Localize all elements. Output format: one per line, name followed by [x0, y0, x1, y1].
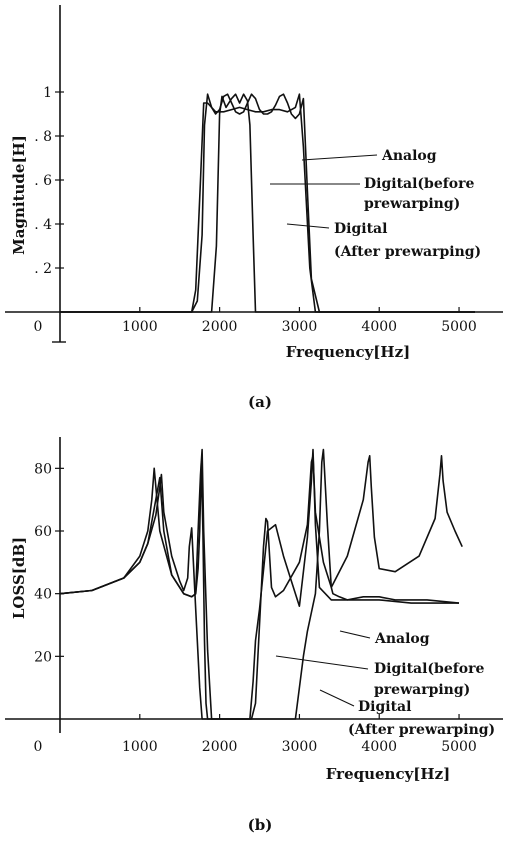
x-tick-label: 0 — [34, 739, 43, 755]
x-tick-label: 5000 — [441, 319, 477, 335]
y-tick-label: 1 — [43, 85, 52, 101]
panel-caption: (a) — [248, 393, 272, 411]
series-line-1 — [60, 93, 475, 313]
x-axis-label: Frequency[Hz] — [286, 343, 410, 361]
annotation-leader — [301, 154, 378, 161]
panel-caption: (b) — [248, 816, 273, 834]
x-tick-label: 0 — [34, 319, 43, 335]
annotation-label: Digital — [358, 699, 411, 715]
series-line-3 — [60, 93, 475, 313]
x-tick-label: 2000 — [202, 739, 238, 755]
y-tick-label: 40 — [34, 587, 52, 603]
annotation-label: (After prewarping) — [348, 722, 495, 738]
x-tick-label: 4000 — [361, 739, 397, 755]
y-tick-label: . 4 — [34, 217, 52, 233]
x-axis-label: Frequency[Hz] — [326, 765, 450, 783]
annotation-leader — [319, 689, 355, 707]
y-axis-label: Magnitude[H] — [10, 135, 28, 255]
annotation-label: prewarping) — [364, 196, 460, 212]
annotation-label: Digital — [334, 221, 387, 237]
y-tick-label: . 2 — [34, 261, 52, 277]
y-tick-label: 20 — [34, 649, 52, 665]
series-line-3 — [59, 448, 459, 720]
y-tick-label: . 8 — [34, 129, 52, 145]
y-tick-label: . 6 — [34, 173, 52, 189]
x-tick-label: 4000 — [361, 319, 397, 335]
x-tick-label: 1000 — [122, 319, 158, 335]
x-tick-label: 3000 — [282, 319, 318, 335]
annotation-leader — [339, 630, 371, 639]
annotation-label: Digital(before — [374, 661, 484, 677]
series-line-2 — [60, 93, 475, 313]
annotation-leader — [275, 655, 369, 670]
x-tick-label: 1000 — [122, 739, 158, 755]
y-axis-label: LOSS[dB] — [10, 537, 28, 619]
panel-a-magnitude-chart: 0 1000 2000 3000 4000 5000 . 2 . 4 . 6 . 8 1 Freque… — [5, 5, 503, 411]
y-tick-label: 60 — [34, 524, 52, 540]
x-tick-label: 5000 — [441, 739, 477, 755]
series-line-2 — [59, 448, 460, 720]
x-tick-label: 3000 — [282, 739, 318, 755]
panel-b-loss-chart: 0 1000 2000 3000 4000 5000 20 40 60 80 Frequency[H… — [5, 437, 503, 834]
annotation-label: prewarping) — [374, 682, 470, 698]
annotation-label: (After prewarping) — [334, 244, 481, 260]
annotation-leader — [286, 223, 330, 229]
x-tick-label: 2000 — [202, 319, 238, 335]
annotation-label: Analog — [381, 148, 437, 164]
annotation-label: Digital(before — [364, 176, 474, 192]
annotation-label: Analog — [374, 631, 430, 647]
y-tick-label: 80 — [34, 461, 52, 477]
